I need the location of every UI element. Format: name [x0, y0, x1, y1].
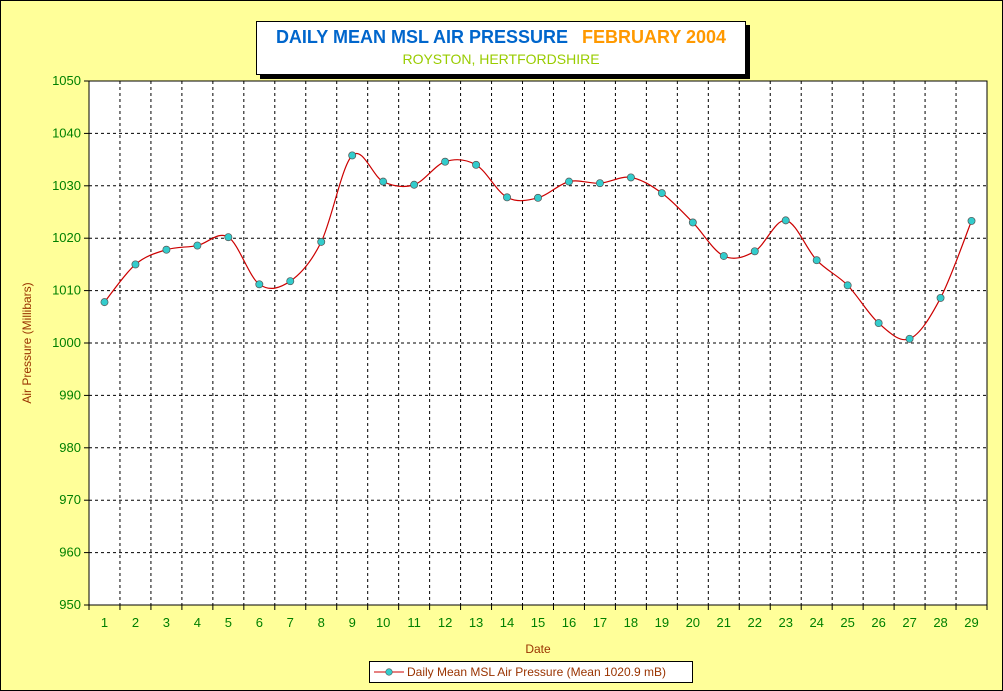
x-tick-label: 16 [562, 615, 576, 630]
legend: Daily Mean MSL Air Pressure (Mean 1020.9… [369, 661, 693, 683]
x-tick-label: 23 [778, 615, 792, 630]
data-point [131, 260, 140, 269]
data-point [379, 177, 388, 186]
y-tick-label: 1050 [52, 73, 81, 88]
title-box: DAILY MEAN MSL AIR PRESSURE FEBRUARY 2004… [256, 21, 746, 75]
x-tick-label: 14 [500, 615, 514, 630]
x-tick-label: 27 [902, 615, 916, 630]
y-tick-label: 980 [59, 440, 81, 455]
x-tick-label: 26 [871, 615, 885, 630]
x-tick-label: 1 [101, 615, 108, 630]
y-tick-label: 970 [59, 492, 81, 507]
grid-layer [89, 81, 987, 605]
data-point [317, 237, 326, 246]
x-tick-label: 25 [840, 615, 854, 630]
data-point [750, 247, 759, 256]
x-tick-label: 22 [748, 615, 762, 630]
x-tick-label: 3 [163, 615, 170, 630]
x-tick-label: 15 [531, 615, 545, 630]
plot-area [89, 81, 987, 605]
data-point [255, 280, 264, 289]
data-point [193, 241, 202, 250]
data-point [688, 218, 697, 227]
x-tick-label: 19 [655, 615, 669, 630]
y-axis-title: Air Pressure (Millibars) [20, 282, 34, 403]
data-point [657, 189, 666, 198]
data-point [224, 233, 233, 242]
title-line: DAILY MEAN MSL AIR PRESSURE FEBRUARY 2004 [257, 27, 745, 48]
x-tick-label: 20 [686, 615, 700, 630]
x-tick-label: 24 [809, 615, 823, 630]
y-tick-label: 1000 [52, 335, 81, 350]
chart-title: DAILY MEAN MSL AIR PRESSURE [275, 27, 568, 47]
x-tick-label: 29 [964, 615, 978, 630]
x-axis-title: Date [525, 642, 551, 656]
plot-border [88, 80, 988, 606]
data-point [719, 252, 728, 260]
data-point [565, 177, 573, 186]
x-tick-label: 10 [376, 615, 390, 630]
y-tick-label: 960 [59, 545, 81, 560]
x-tick-label: 9 [349, 615, 356, 630]
x-tick-label: 13 [469, 615, 483, 630]
data-point [348, 151, 357, 160]
x-tick-label: 17 [593, 615, 607, 630]
axis-layer: 9509609709809901000101010201030104010501… [52, 73, 988, 630]
legend-marker-icon [374, 668, 404, 676]
x-tick-label: 2 [132, 615, 139, 630]
data-point [410, 180, 419, 189]
legend-label: Daily Mean MSL Air Pressure (Mean 1020.9… [407, 665, 666, 679]
chart-subtitle: ROYSTON, HERTFORDSHIRE [402, 51, 600, 67]
data-point [286, 277, 295, 286]
x-tick-label: 28 [933, 615, 947, 630]
y-tick-label: 1040 [52, 125, 81, 140]
y-tick-label: 950 [59, 597, 81, 612]
y-tick-label: 1010 [52, 283, 81, 298]
x-tick-label: 11 [407, 615, 421, 630]
x-tick-label: 8 [318, 615, 325, 630]
data-point [441, 157, 450, 166]
data-point [626, 173, 635, 182]
data-point [843, 281, 852, 290]
x-tick-label: 4 [194, 615, 201, 630]
x-tick-label: 18 [624, 615, 638, 630]
data-point [905, 334, 914, 343]
x-tick-label: 21 [717, 615, 731, 630]
data-point [100, 298, 109, 307]
data-point [472, 160, 481, 169]
y-tick-label: 1030 [52, 178, 81, 193]
x-tick-label: 12 [438, 615, 452, 630]
data-point [874, 319, 883, 328]
data-point [595, 179, 604, 188]
data-point [162, 245, 171, 254]
x-tick-label: 7 [287, 615, 294, 630]
data-point [936, 293, 945, 302]
data-point [503, 193, 511, 202]
x-tick-label: 5 [225, 615, 232, 630]
data-point [534, 193, 542, 202]
data-point [812, 256, 821, 265]
series-layer [100, 151, 976, 343]
x-tick-label: 6 [256, 615, 263, 630]
y-tick-label: 1020 [52, 230, 81, 245]
y-tick-label: 990 [59, 387, 81, 402]
chart-title-date: FEBRUARY 2004 [582, 27, 727, 47]
data-point [967, 216, 976, 225]
data-point [781, 216, 790, 225]
